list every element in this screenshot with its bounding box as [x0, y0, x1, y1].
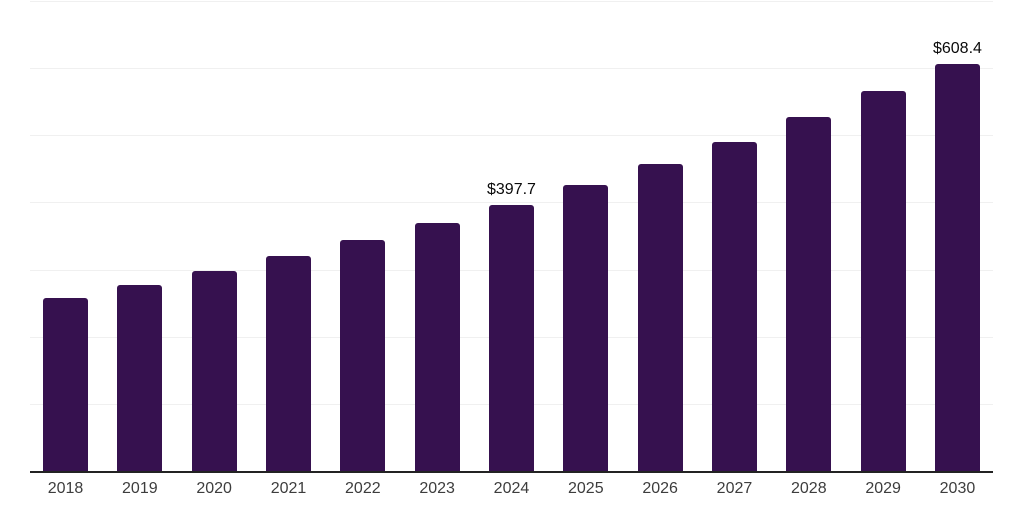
- x-axis-label-2022: 2022: [345, 480, 381, 497]
- x-axis-label-2020: 2020: [196, 480, 232, 497]
- bar-2020: [191, 270, 237, 472]
- x-axis-label-2027: 2027: [716, 480, 753, 497]
- gridline-700: [30, 1, 993, 2]
- bar-2023: [414, 223, 460, 472]
- bar-2026: [637, 164, 683, 472]
- gridline-400: [30, 202, 993, 204]
- bar-2028: [786, 117, 832, 472]
- x-axis-label-2019: 2019: [122, 480, 158, 497]
- bar-2018: [43, 297, 88, 472]
- data-label-2024: $397.7: [487, 180, 536, 198]
- bar-2021: [265, 256, 311, 472]
- bar-2029: [860, 91, 906, 472]
- x-axis-label-2024: 2024: [493, 480, 530, 497]
- x-axis-label-2023: 2023: [419, 480, 455, 497]
- data-label-2030: $608.4: [932, 39, 982, 57]
- x-axis-label-2021: 2021: [270, 480, 307, 497]
- x-axis-label-2028: 2028: [791, 480, 827, 497]
- x-axis-label-2029: 2029: [865, 480, 901, 497]
- plot-area: $397.7 $608.4: [30, 1, 993, 473]
- gridline-500: [30, 135, 993, 137]
- bar-2027: [711, 141, 757, 472]
- bar-2025: [563, 185, 609, 472]
- bar-2019: [117, 284, 163, 472]
- x-axis-label-2025: 2025: [568, 480, 604, 497]
- x-axis-line: [30, 471, 993, 473]
- bar-2030: [934, 63, 980, 472]
- x-axis-label-2030: 2030: [939, 480, 976, 497]
- x-axis-label-2026: 2026: [642, 480, 678, 497]
- bar-2022: [340, 240, 386, 472]
- x-axis-label-2018: 2018: [47, 480, 84, 497]
- x-axis-labels: 2018 2019 2020 2021 2022 2023 2024 2025 2026 2027…: [30, 480, 993, 506]
- gridline-600: [30, 68, 993, 70]
- bar-2024: [488, 204, 534, 472]
